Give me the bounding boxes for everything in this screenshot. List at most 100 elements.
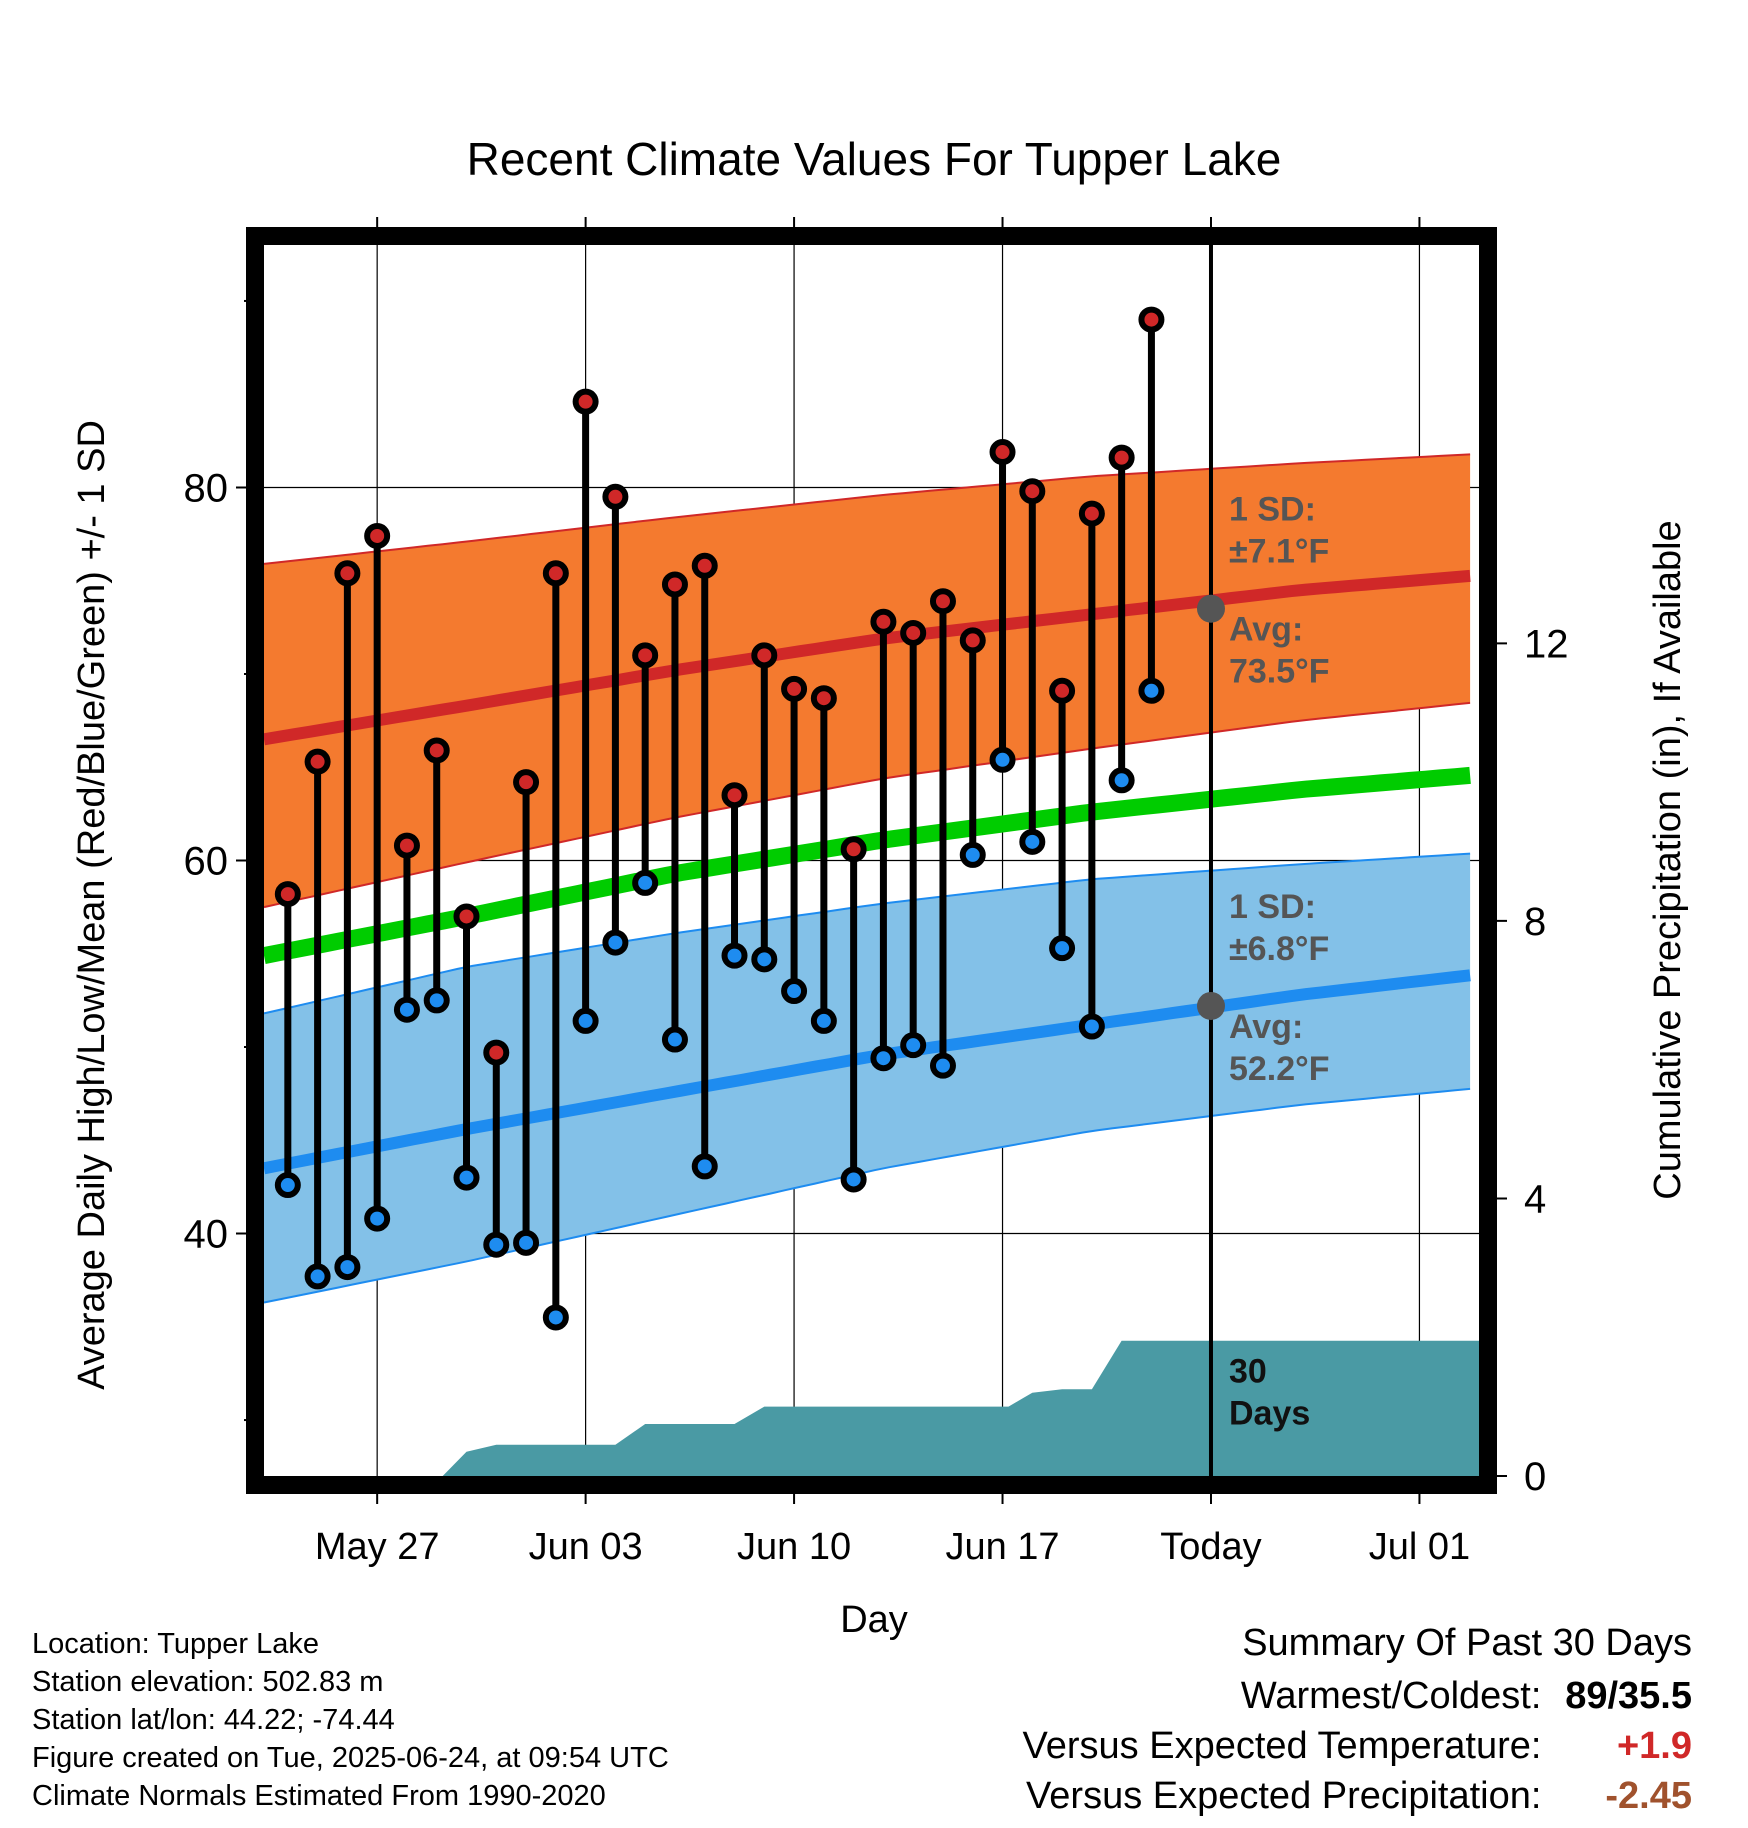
daily-high-point xyxy=(602,483,629,510)
daily-low-point xyxy=(929,1052,956,1079)
summary-warmest-row: Warmest/Coldest: 89/35.5 xyxy=(1241,1675,1692,1718)
daily-low-point xyxy=(364,1205,391,1232)
precip-anomaly-label: Versus Expected Precipitation: xyxy=(1026,1775,1542,1817)
daily-high-point xyxy=(304,748,331,775)
daily-high-point xyxy=(1138,306,1165,333)
daily-high-point xyxy=(423,737,450,764)
daily-high-point xyxy=(900,619,927,646)
daily-high-point xyxy=(274,881,301,908)
daily-low-point xyxy=(810,1007,837,1034)
daily-low-point xyxy=(661,1026,688,1053)
daily-high-point xyxy=(334,560,361,587)
daily-low-point xyxy=(870,1045,897,1072)
daily-high-point xyxy=(751,642,778,669)
daily-high-point xyxy=(483,1039,510,1066)
daily-low-point xyxy=(513,1229,540,1256)
daily-low-point xyxy=(959,841,986,868)
y2-tick-label: 8 xyxy=(1524,900,1546,944)
daily-low-point xyxy=(1019,828,1046,855)
latlon-text: Station lat/lon: 44.22; -74.44 xyxy=(32,1704,395,1736)
daily-low-point xyxy=(304,1263,331,1290)
daily-low-point xyxy=(751,946,778,973)
daily-high-point xyxy=(781,675,808,702)
low-sd-band-lower-edge xyxy=(263,1087,1471,1304)
summary-heading-text: Summary Of Past 30 Days xyxy=(1242,1622,1692,1664)
low-sd-label: 1 SD: xyxy=(1229,888,1316,926)
daily-low-point xyxy=(781,978,808,1005)
daily-high-point xyxy=(364,522,391,549)
warmest-value: 89/35.5 xyxy=(1565,1675,1692,1717)
created-text: Figure created on Tue, 2025-06-24, at 09… xyxy=(32,1742,669,1774)
high-sd-label: 1 SD: xyxy=(1229,491,1316,529)
daily-low-point xyxy=(1078,1013,1105,1040)
daily-low-point xyxy=(691,1153,718,1180)
high-avg-label: Avg: xyxy=(1229,611,1303,649)
daily-low-point xyxy=(632,869,659,896)
y2-tick-label: 0 xyxy=(1524,1455,1546,1499)
daily-high-point xyxy=(1019,478,1046,505)
x-tick-label: Jun 17 xyxy=(945,1526,1059,1568)
chart-title: Recent Climate Values For Tupper Lake xyxy=(467,133,1282,185)
summary-precip-row: Versus Expected Precipitation: -2.45 xyxy=(1026,1775,1692,1818)
daily-high-point xyxy=(1108,444,1135,471)
daily-high-point xyxy=(989,439,1016,466)
daily-low-point xyxy=(602,929,629,956)
daily-low-point xyxy=(1049,935,1076,962)
x-tick-label: May 27 xyxy=(315,1526,440,1568)
high-avg-value: 73.5°F xyxy=(1229,653,1330,691)
temp-anomaly-value: +1.9 xyxy=(1616,1725,1692,1767)
y2-tick-label: 4 xyxy=(1524,1177,1546,1221)
low-sd-value: ±6.8°F xyxy=(1229,930,1329,968)
summary-heading: Summary Of Past 30 Days xyxy=(1242,1622,1692,1665)
plot-area: 1 SD: ±7.1°F Avg: 73.5°F 1 SD: ±6.8°F Avg: 52.2… xyxy=(184,217,1569,1568)
precip-days-number: 30 xyxy=(1229,1353,1267,1391)
temp-anomaly-label: Versus Expected Temperature: xyxy=(1022,1725,1542,1767)
y2-axis-label: Cumulative Precipitation (in), If Availa… xyxy=(1647,520,1689,1199)
daily-high-point xyxy=(1049,677,1076,704)
x-tick-label: Jul 01 xyxy=(1369,1526,1470,1568)
normals-text: Climate Normals Estimated From 1990-2020 xyxy=(32,1780,606,1812)
daily-low-point xyxy=(1108,767,1135,794)
y-axis-label: Average Daily High/Low/Mean (Red/Blue/Gr… xyxy=(71,420,113,1390)
daily-high-point xyxy=(513,769,540,796)
high-sd-band-upper-edge xyxy=(263,453,1471,565)
x-tick-label: Today xyxy=(1160,1526,1261,1568)
daily-low-point xyxy=(1138,677,1165,704)
x-tick-label: Jun 03 xyxy=(529,1526,643,1568)
y-tick-label: 60 xyxy=(184,840,229,884)
low-avg-label: Avg: xyxy=(1229,1008,1303,1046)
daily-low-point xyxy=(334,1254,361,1281)
daily-high-point xyxy=(840,836,867,863)
precip-area xyxy=(264,1340,1479,1476)
daily-high-point xyxy=(691,552,718,579)
daily-low-point xyxy=(542,1304,569,1331)
daily-low-point xyxy=(274,1172,301,1199)
daily-high-point xyxy=(721,782,748,809)
daily-high-point xyxy=(959,627,986,654)
high-avg-marker xyxy=(1196,594,1225,623)
low-avg-value: 52.2°F xyxy=(1229,1050,1330,1088)
daily-high-point xyxy=(870,608,897,635)
daily-high-point xyxy=(393,832,420,859)
y-tick-label: 40 xyxy=(184,1213,229,1257)
location-text: Location: Tupper Lake xyxy=(32,1628,319,1660)
low-avg-marker xyxy=(1196,991,1225,1020)
precip-days-label: Days xyxy=(1229,1395,1310,1433)
y2-tick-label: 12 xyxy=(1524,622,1569,666)
normal-high-line xyxy=(263,569,1471,746)
daily-high-point xyxy=(632,642,659,669)
daily-high-point xyxy=(453,903,480,930)
x-axis-label: Day xyxy=(840,1599,908,1641)
high-sd-value: ±7.1°F xyxy=(1229,533,1329,571)
elevation-text: Station elevation: 502.83 m xyxy=(32,1666,384,1698)
daily-high-point xyxy=(661,571,688,598)
station-info: Location: Tupper Lake Station elevation:… xyxy=(32,1625,669,1815)
summary-temp-row: Versus Expected Temperature: +1.9 xyxy=(1023,1725,1692,1768)
daily-high-point xyxy=(810,685,837,712)
daily-high-point xyxy=(1078,500,1105,527)
daily-high-point xyxy=(572,388,599,415)
daily-low-point xyxy=(483,1231,510,1258)
y-tick-label: 80 xyxy=(184,466,229,510)
low-sd-band xyxy=(264,853,1471,1303)
